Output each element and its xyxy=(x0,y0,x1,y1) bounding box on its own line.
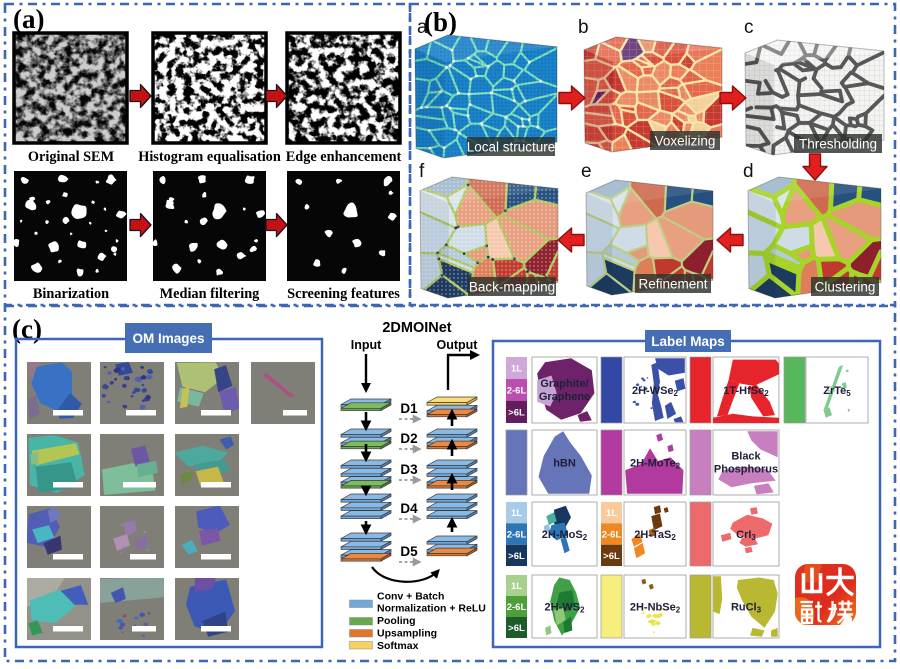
svg-text:Black: Black xyxy=(731,451,761,463)
svg-text:D1: D1 xyxy=(400,401,418,416)
svg-text:(a): (a) xyxy=(13,4,44,34)
svg-text:f: f xyxy=(419,161,425,182)
svg-text:2H-NbSe2: 2H-NbSe2 xyxy=(630,602,681,615)
svg-text:2H-MoS2: 2H-MoS2 xyxy=(542,529,588,542)
svg-text:Voxelizing: Voxelizing xyxy=(655,134,716,149)
svg-text:e: e xyxy=(581,161,592,182)
svg-text:Edge enhancement: Edge enhancement xyxy=(286,149,402,165)
svg-text:(b): (b) xyxy=(424,7,457,37)
svg-text:Histogram equalisation: Histogram equalisation xyxy=(138,149,281,165)
svg-text:Back-mapping: Back-mapping xyxy=(469,280,555,295)
svg-text:2-6L: 2-6L xyxy=(602,530,622,541)
svg-text:Median filtering: Median filtering xyxy=(160,286,261,302)
svg-text:Binarization: Binarization xyxy=(33,286,109,302)
svg-text:2H-MoTe2: 2H-MoTe2 xyxy=(630,458,681,471)
svg-text:Refinement: Refinement xyxy=(638,277,707,292)
svg-text:d: d xyxy=(743,161,754,182)
svg-text:Original SEM: Original SEM xyxy=(28,149,115,165)
svg-text:b: b xyxy=(578,17,589,38)
svg-text:Label Maps: Label Maps xyxy=(651,334,725,349)
svg-text:>6L: >6L xyxy=(603,551,620,562)
svg-text:CrI3: CrI3 xyxy=(736,529,756,542)
svg-text:Softmax: Softmax xyxy=(377,640,419,652)
svg-text:Local structure: Local structure xyxy=(467,140,556,155)
svg-text:Input: Input xyxy=(351,338,382,352)
svg-text:Clustering: Clustering xyxy=(815,280,876,295)
svg-text:1L: 1L xyxy=(511,508,522,519)
svg-text:D3: D3 xyxy=(400,462,418,477)
svg-text:>6L: >6L xyxy=(508,551,525,562)
svg-text:>6L: >6L xyxy=(508,408,525,419)
svg-text:a: a xyxy=(417,17,428,38)
svg-text:Normalization + ReLU: Normalization + ReLU xyxy=(377,603,486,615)
svg-text:2H-WSe2: 2H-WSe2 xyxy=(632,385,679,398)
svg-text:2DMOINet: 2DMOINet xyxy=(382,320,451,336)
svg-text:1T-HfSe2: 1T-HfSe2 xyxy=(723,385,769,398)
svg-text:Pooling: Pooling xyxy=(377,615,416,627)
svg-text:2-6L: 2-6L xyxy=(507,602,527,613)
svg-text:Graphite/: Graphite/ xyxy=(540,378,588,390)
svg-text:1L: 1L xyxy=(511,364,522,375)
svg-text:hBN: hBN xyxy=(553,458,576,470)
svg-text:Phosphorus: Phosphorus xyxy=(714,464,778,476)
svg-text:2-6L: 2-6L xyxy=(507,386,527,397)
svg-text:D4: D4 xyxy=(400,501,418,516)
svg-text:2H-WS2: 2H-WS2 xyxy=(545,602,585,615)
svg-text:c: c xyxy=(744,17,754,38)
svg-text:D2: D2 xyxy=(400,431,417,446)
svg-text:1L: 1L xyxy=(606,508,617,519)
svg-text:Output: Output xyxy=(437,338,479,352)
svg-text:Thresholding: Thresholding xyxy=(799,137,877,152)
svg-text:>6L: >6L xyxy=(508,623,525,634)
svg-text:OM Images: OM Images xyxy=(132,331,204,346)
svg-text:Screening features: Screening features xyxy=(287,286,400,302)
svg-text:D5: D5 xyxy=(400,544,418,559)
svg-text:Conv + Batch: Conv + Batch xyxy=(377,591,444,603)
svg-text:1L: 1L xyxy=(511,581,522,592)
svg-text:RuCl3: RuCl3 xyxy=(731,602,762,615)
svg-text:Upsampling: Upsampling xyxy=(377,628,437,640)
svg-text:ZrTe5: ZrTe5 xyxy=(823,385,851,398)
svg-text:Graphene: Graphene xyxy=(539,391,590,403)
svg-text:2H-TaS2: 2H-TaS2 xyxy=(634,529,676,542)
svg-text:2-6L: 2-6L xyxy=(507,530,527,541)
